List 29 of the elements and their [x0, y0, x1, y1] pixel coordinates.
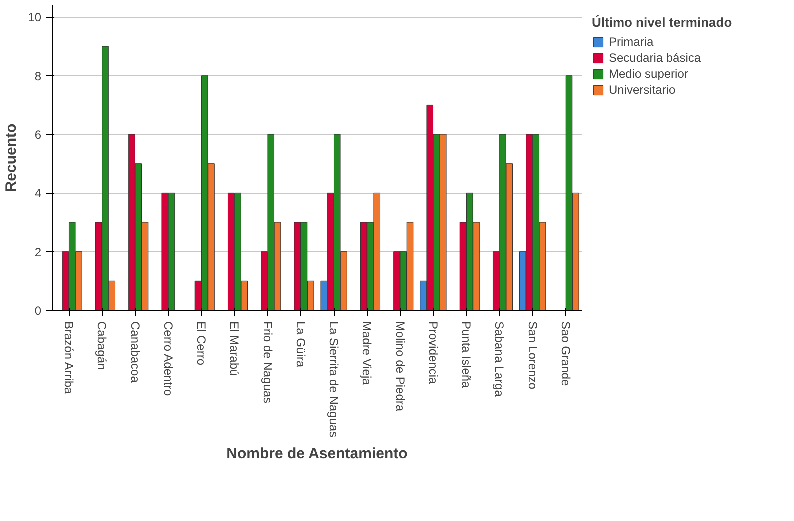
x-axis-title: Nombre de Asentamiento: [226, 446, 408, 463]
y-tick-label: 8: [34, 69, 42, 84]
y-tick-label: 0: [34, 304, 42, 318]
x-tick-label: Sabana Larga: [492, 322, 507, 398]
x-tick-label: Brazón Arriba: [62, 322, 76, 395]
y-tick-label: 4: [34, 186, 42, 201]
x-tick-label: Madre Vieja: [360, 322, 374, 386]
x-tick-label: Providencia: [426, 322, 440, 385]
x-tick-label: Molino de Piedra: [393, 322, 408, 412]
x-tick-label: San Lorenzo: [526, 322, 540, 390]
x-tick-label: El Marabú: [228, 322, 242, 376]
x-tick-label: Cerro Adentro: [161, 322, 176, 397]
y-tick-label: 6: [34, 128, 42, 142]
y-tick-label: 2: [34, 245, 42, 260]
x-tick-label: Sao Grande: [558, 322, 573, 387]
legend-label: Universitario: [609, 83, 676, 97]
y-axis-title: Recuento: [3, 124, 20, 192]
x-tick-label: Frio de Naguas: [260, 322, 275, 404]
legend-label: Primaria: [609, 35, 654, 49]
legend-title: Último nivel terminado: [592, 15, 732, 30]
legend-label: Secudaria básica: [609, 51, 702, 65]
x-tick-label: La Sierrita de Naguas: [327, 322, 342, 438]
x-tick-label: Cabagán: [95, 322, 110, 370]
y-tick-label: 10: [28, 10, 42, 25]
x-tick-label: Canabacoa: [128, 322, 142, 384]
x-tick-label: La Güira: [294, 322, 308, 368]
legend-label: Medio superior: [609, 67, 688, 81]
x-tick-label: Punta Isleña: [460, 322, 474, 389]
x-tick-label: El Cerro: [194, 322, 209, 366]
